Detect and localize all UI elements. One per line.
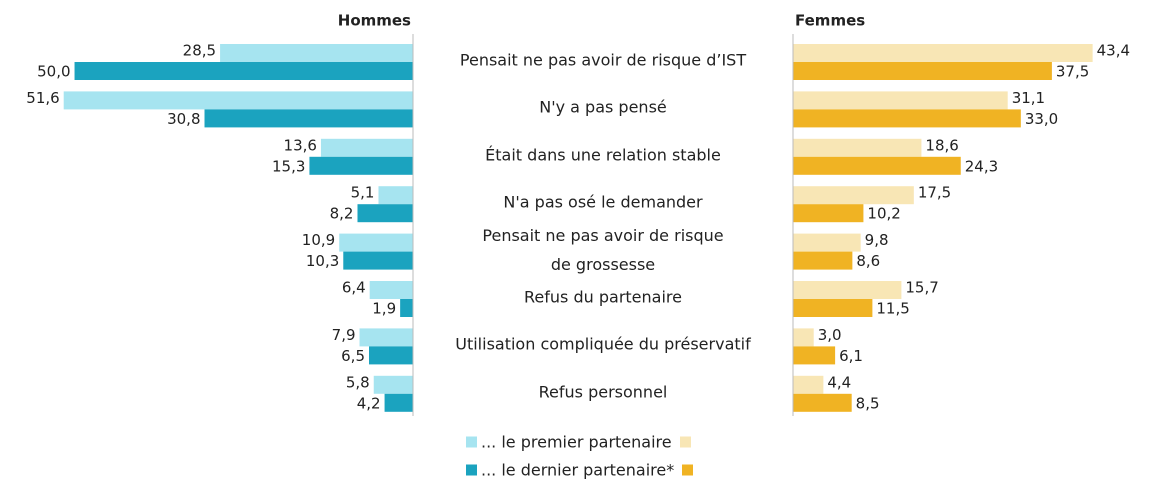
value-label: 10,2 [867, 205, 900, 223]
bar [793, 138, 922, 157]
value-label: 11,5 [876, 300, 909, 318]
category-label: Pensait ne pas avoir de risque de grosse… [482, 225, 724, 274]
value-label: 33,0 [1025, 110, 1058, 128]
value-label: 7,9 [332, 326, 356, 344]
value-label: 9,8 [865, 231, 889, 249]
bar [793, 328, 814, 347]
bar [793, 251, 853, 270]
value-label: 4,2 [357, 394, 381, 412]
bar [309, 156, 413, 175]
bar [793, 204, 864, 223]
bar [793, 233, 861, 252]
legend-swatch [679, 436, 691, 448]
category-label: Était dans une relation stable [485, 145, 721, 165]
bar [204, 109, 413, 128]
bar [793, 186, 914, 205]
bar [63, 91, 413, 110]
value-label: 15,7 [905, 279, 938, 297]
panel-title: Femmes [795, 12, 865, 30]
bar [793, 44, 1093, 62]
value-label: 8,5 [856, 394, 880, 412]
bar [74, 62, 414, 80]
bar [793, 299, 873, 317]
bar [793, 393, 852, 412]
value-label: 50,0 [37, 63, 70, 81]
value-label: 8,2 [330, 205, 354, 223]
value-label: 51,6 [26, 89, 59, 107]
bar [400, 299, 413, 317]
value-label: 6,5 [341, 347, 365, 365]
value-label: 37,5 [1056, 63, 1089, 81]
value-label: 6,4 [342, 279, 366, 297]
category-label: Pensait ne pas avoir de risque d’IST [459, 50, 747, 70]
value-label: 5,1 [351, 184, 375, 202]
value-label: 18,6 [925, 136, 958, 154]
value-label: 15,3 [272, 157, 305, 175]
value-label: 10,9 [302, 231, 335, 249]
category-label: N'a pas osé le demander [503, 192, 703, 212]
bar [384, 393, 413, 412]
value-label: 17,5 [918, 184, 951, 202]
bar [793, 109, 1021, 128]
value-label: 28,5 [183, 42, 216, 60]
panel-title: Hommes [338, 12, 411, 30]
bar [357, 204, 413, 223]
legend-label: ... le dernier partenaire* [481, 460, 675, 480]
bar [793, 62, 1052, 80]
bar [793, 156, 961, 175]
value-label: 5,8 [346, 373, 370, 391]
legend-label: ... le premier partenaire [481, 432, 672, 452]
bar [793, 281, 902, 299]
value-label: 43,4 [1097, 42, 1130, 60]
legend-item: ... le premier partenaire [466, 433, 691, 452]
legend-item: ... le dernier partenaire* [466, 460, 694, 480]
bar [339, 233, 413, 252]
legend-swatch [466, 436, 477, 448]
value-label: 1,9 [372, 300, 396, 318]
bar [220, 44, 413, 62]
bar [793, 91, 1008, 110]
bar [793, 346, 836, 365]
value-label: 31,1 [1012, 89, 1045, 107]
value-label: 4,4 [827, 373, 851, 391]
bar [793, 375, 824, 394]
bar [343, 251, 413, 270]
bar [369, 281, 413, 299]
category-label: N'y a pas pensé [539, 97, 667, 117]
category-label: Refus du partenaire [524, 287, 682, 307]
category-label: Refus personnel [538, 382, 668, 402]
value-label: 13,6 [284, 136, 317, 154]
bar [320, 138, 413, 157]
value-label: 30,8 [167, 110, 200, 128]
value-label: 6,1 [839, 347, 863, 365]
legend-swatch [682, 464, 694, 476]
bar [373, 375, 413, 394]
value-label: 8,6 [856, 252, 880, 270]
value-label: 3,0 [818, 326, 842, 344]
value-label: 24,3 [965, 157, 998, 175]
bar [359, 328, 413, 347]
category-label: Utilisation compliquée du préservatif [455, 334, 751, 354]
value-label: 10,3 [306, 252, 339, 270]
bar [369, 346, 413, 365]
bar [378, 186, 413, 205]
legend-swatch [466, 464, 477, 476]
